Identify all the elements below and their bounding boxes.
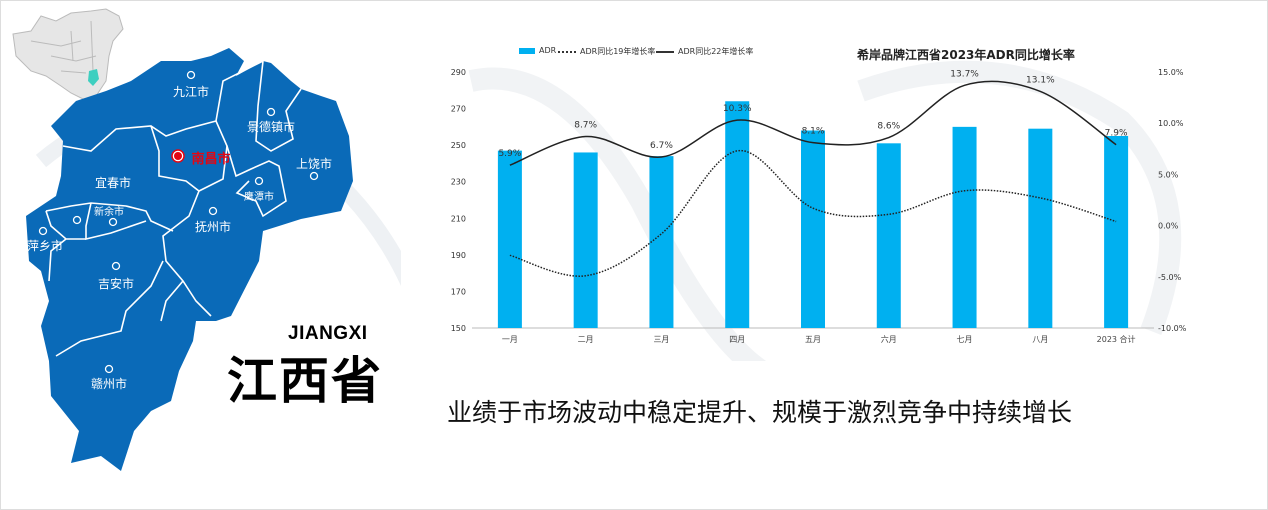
city-label: 吉安市 xyxy=(97,277,135,291)
data-label: 7.9% xyxy=(1105,129,1128,139)
chart-title: 希岸品牌江西省2023年ADR同比增长率 xyxy=(857,48,1075,62)
capital-marker xyxy=(171,149,185,163)
right-tick-label: 5.0% xyxy=(1158,170,1179,179)
left-tick-label: 210 xyxy=(451,214,466,223)
left-tick-label: 230 xyxy=(451,178,466,187)
x-tick-label: 四月 xyxy=(729,335,745,344)
left-tick-label: 190 xyxy=(451,251,466,260)
city-label: 抚州市 xyxy=(194,220,232,234)
adr-bar xyxy=(801,130,825,328)
right-tick-label: 0.0% xyxy=(1158,222,1179,231)
adr-bar xyxy=(497,150,522,328)
line-growth-vs-2019 xyxy=(509,150,1117,277)
legend-dotted-swatch xyxy=(558,50,576,53)
right-tick-label: 15.0% xyxy=(1158,68,1184,77)
legend-label: ADR同比19年增长率 xyxy=(580,47,656,56)
legend-solid-swatch xyxy=(656,50,674,53)
province-name-en: JIANGXI xyxy=(288,323,368,344)
legend-label: ADR同比22年增长率 xyxy=(678,47,754,56)
data-label: 8.1% xyxy=(802,127,825,137)
left-tick-label: 270 xyxy=(451,105,466,114)
line-growth-vs-2022 xyxy=(509,80,1117,166)
legend-bar-swatch xyxy=(519,47,535,54)
data-label: 13.7% xyxy=(950,69,979,79)
adr-bar xyxy=(952,126,977,328)
adr-bar xyxy=(573,152,598,328)
city-label: 景德镇市 xyxy=(246,120,296,134)
china-inset-map xyxy=(12,8,124,100)
left-tick-label: 250 xyxy=(451,141,466,150)
x-tick-label: 2023 合计 xyxy=(1097,334,1136,344)
x-tick-label: 一月 xyxy=(502,335,518,344)
jiangxi-highlight xyxy=(88,69,99,86)
adr-bar xyxy=(876,143,901,328)
city-label: 新余市 xyxy=(94,207,124,218)
jiangxi-map xyxy=(12,8,401,471)
prefecture-borders xyxy=(45,60,302,357)
x-tick-label: 七月 xyxy=(957,335,973,344)
right-tick-label: -5.0% xyxy=(1158,273,1182,282)
right-tick-label: -10.0% xyxy=(1158,324,1187,333)
left-tick-label: 150 xyxy=(451,324,466,333)
city-label: 上饶市 xyxy=(295,157,333,171)
watermark-arc xyxy=(857,60,1182,335)
legend-label: ADR xyxy=(539,46,557,55)
left-tick-label: 290 xyxy=(451,68,466,77)
right-tick-label: 10.0% xyxy=(1158,119,1184,128)
data-label: 10.3% xyxy=(723,104,752,114)
x-tick-label: 五月 xyxy=(805,335,821,344)
city-markers xyxy=(38,70,319,374)
data-label: 8.7% xyxy=(574,121,597,131)
left-tick-label: 170 xyxy=(451,287,466,296)
province-name-cn: 江西省 xyxy=(227,352,383,410)
data-label: 13.1% xyxy=(1026,75,1055,85)
x-tick-label: 二月 xyxy=(578,335,594,344)
city-label: 九江市 xyxy=(172,85,210,99)
legend-19: ADR同比19年增长率 xyxy=(558,46,655,57)
city-label: 赣州市 xyxy=(90,377,128,391)
capital-label: 南昌市 xyxy=(191,152,231,167)
data-label: 5.9% xyxy=(498,149,521,159)
x-tick-label: 六月 xyxy=(881,334,897,344)
slogan: 业绩于市场波动中稳定提升、规模于激烈竞争中持续增长 xyxy=(447,398,1073,427)
city-label: 鹰潭市 xyxy=(244,192,274,203)
x-tick-label: 三月 xyxy=(653,335,669,344)
adr-bar xyxy=(1104,136,1129,328)
city-label: 萍乡市 xyxy=(26,239,64,253)
data-label: 8.6% xyxy=(877,122,900,132)
legend-adr: ADR xyxy=(519,46,556,55)
x-tick-label: 八月 xyxy=(1032,335,1048,344)
adr-chart: 150 170 190 210 230 250 270 290 -10.0% -5.0% 0.0% 5… xyxy=(451,60,1187,361)
adr-bar xyxy=(649,156,674,328)
adr-bar xyxy=(725,101,750,328)
watermark-arc xyxy=(468,67,767,361)
city-label: 宜春市 xyxy=(94,176,132,190)
adr-bar xyxy=(1028,128,1053,328)
data-label: 6.7% xyxy=(650,141,673,151)
legend-22: ADR同比22年增长率 xyxy=(656,46,753,57)
